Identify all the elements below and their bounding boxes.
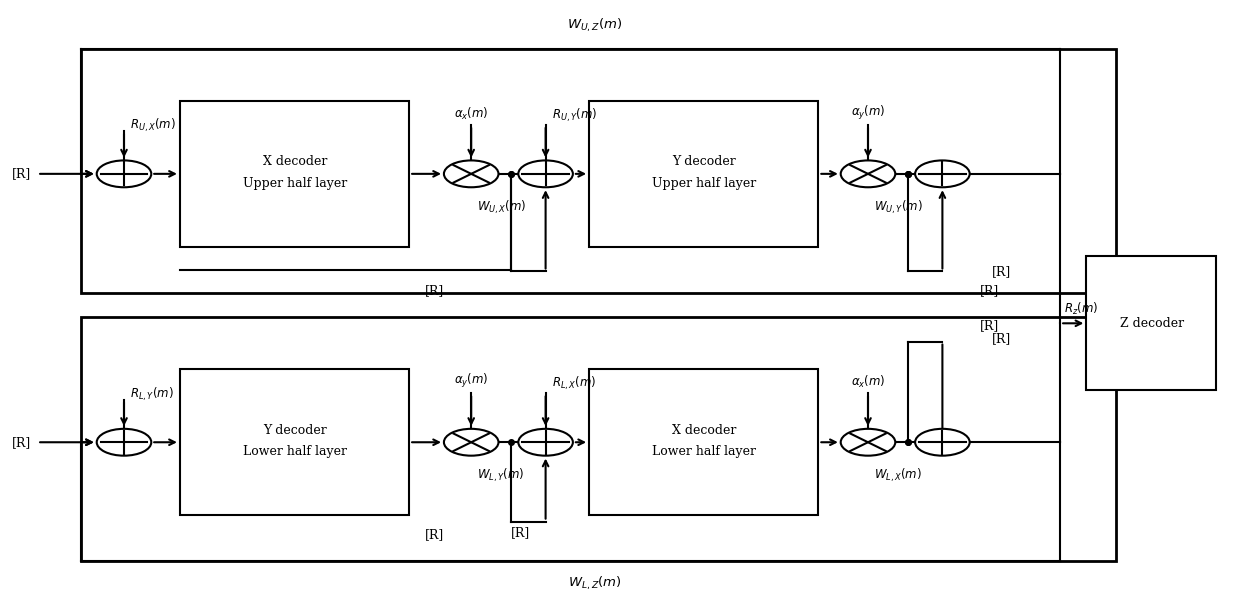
- Text: $\alpha_x(m)$: $\alpha_x(m)$: [851, 375, 885, 390]
- Text: $R_{L,X}(m)$: $R_{L,X}(m)$: [552, 375, 596, 392]
- Text: [R]: [R]: [980, 284, 999, 296]
- Circle shape: [841, 429, 895, 456]
- Text: $R_{U,X}(m)$: $R_{U,X}(m)$: [130, 117, 176, 134]
- Text: [R]: [R]: [11, 167, 31, 181]
- Text: Y decoder: Y decoder: [672, 155, 737, 168]
- Bar: [1086, 256, 1216, 390]
- Text: X decoder: X decoder: [672, 423, 737, 437]
- Text: $R_{L,Y}(m)$: $R_{L,Y}(m)$: [130, 385, 174, 403]
- Circle shape: [97, 160, 151, 187]
- Text: Upper half layer: Upper half layer: [652, 176, 756, 190]
- Text: Lower half layer: Lower half layer: [652, 445, 756, 458]
- Text: [R]: [R]: [511, 526, 531, 539]
- Text: $\alpha_x(m)$: $\alpha_x(m)$: [454, 106, 489, 122]
- Text: $R_z(m)$: $R_z(m)$: [1064, 301, 1099, 317]
- Circle shape: [518, 160, 573, 187]
- Text: X decoder: X decoder: [263, 155, 327, 168]
- Text: $W_{U,Z}(m)$: $W_{U,Z}(m)$: [568, 16, 622, 34]
- Text: $R_{U,Y}(m)$: $R_{U,Y}(m)$: [552, 106, 598, 124]
- Circle shape: [97, 429, 151, 456]
- Text: Upper half layer: Upper half layer: [243, 176, 347, 190]
- Text: $W_{U,X}(m)$: $W_{U,X}(m)$: [477, 198, 527, 216]
- Circle shape: [915, 429, 970, 456]
- Text: [R]: [R]: [424, 528, 444, 540]
- Bar: [589, 369, 818, 515]
- Circle shape: [444, 429, 498, 456]
- Text: Y decoder: Y decoder: [263, 423, 327, 437]
- Text: $\alpha_y(m)$: $\alpha_y(m)$: [454, 372, 489, 390]
- Circle shape: [841, 160, 895, 187]
- Text: Lower half layer: Lower half layer: [243, 445, 347, 458]
- Text: [R]: [R]: [424, 284, 444, 296]
- Text: $\alpha_y(m)$: $\alpha_y(m)$: [851, 104, 885, 122]
- Bar: [180, 369, 409, 515]
- Text: $W_{L,Y}(m)$: $W_{L,Y}(m)$: [477, 467, 525, 484]
- Text: [R]: [R]: [992, 332, 1012, 345]
- Text: $W_{U,Y}(m)$: $W_{U,Y}(m)$: [874, 198, 923, 216]
- Text: [R]: [R]: [992, 265, 1012, 278]
- Bar: [180, 101, 409, 247]
- Text: $W_{L,Z}(m)$: $W_{L,Z}(m)$: [568, 575, 622, 592]
- Bar: [81, 317, 1116, 561]
- Text: [R]: [R]: [980, 320, 999, 332]
- Bar: [589, 101, 818, 247]
- Circle shape: [518, 429, 573, 456]
- Text: Z decoder: Z decoder: [1120, 317, 1184, 330]
- Circle shape: [915, 160, 970, 187]
- Text: [R]: [R]: [11, 436, 31, 449]
- Bar: [81, 49, 1116, 293]
- Text: $W_{L,X}(m)$: $W_{L,X}(m)$: [874, 467, 923, 484]
- Circle shape: [444, 160, 498, 187]
